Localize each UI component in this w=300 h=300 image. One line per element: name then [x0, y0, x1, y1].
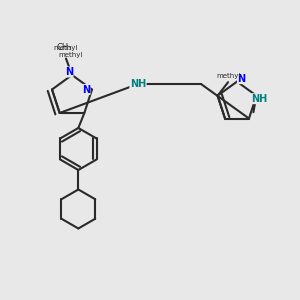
Text: N: N [65, 67, 73, 77]
Text: methyl: methyl [54, 45, 78, 51]
Text: NH: NH [251, 94, 268, 104]
Text: NH: NH [130, 79, 146, 89]
Text: N: N [82, 85, 90, 94]
Text: methyl: methyl [58, 52, 83, 58]
Text: CH₃: CH₃ [57, 44, 72, 52]
Text: N: N [237, 74, 246, 84]
Text: methyl: methyl [216, 73, 240, 79]
